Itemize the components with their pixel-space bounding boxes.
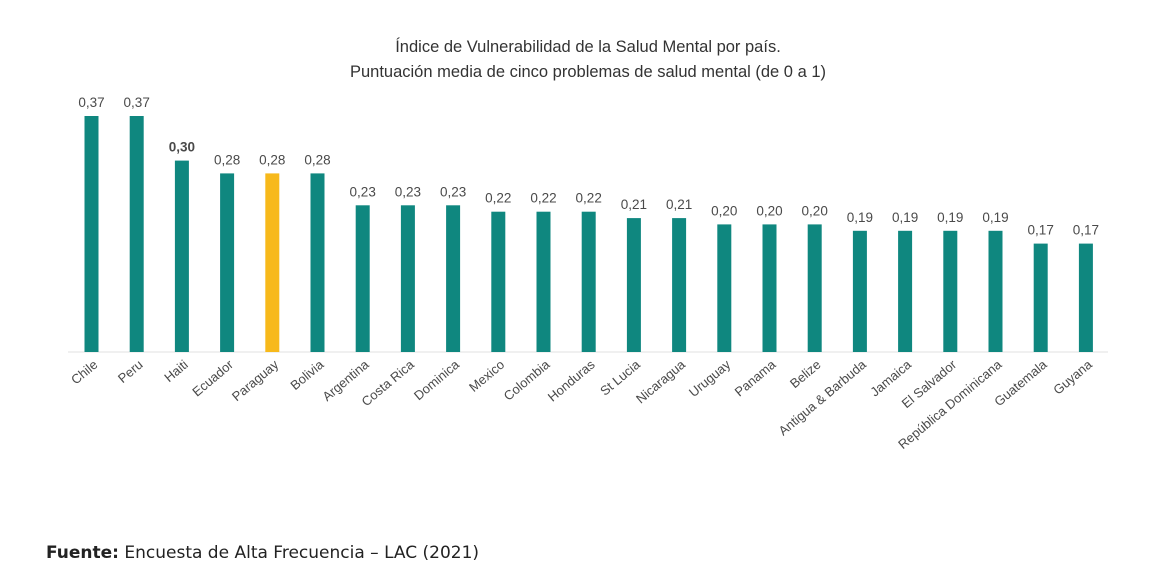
value-label-ecuador: 0,28 bbox=[214, 152, 240, 167]
value-label-guatemala: 0,17 bbox=[1028, 223, 1054, 238]
value-labels-group: 0,37 0,37 0,30 0,28 0,28 0,28 0,23 0,23 0,23 0,22… bbox=[78, 95, 1099, 238]
value-label-antigua-barbuda: 0,19 bbox=[847, 210, 873, 225]
chart-title: Índice de Vulnerabilidad de la Salud Men… bbox=[395, 37, 781, 56]
category-label-dominica: Dominica bbox=[411, 356, 463, 403]
bar-guatemala bbox=[1033, 243, 1048, 352]
bar-st-lucia bbox=[626, 218, 641, 352]
bar-colombia bbox=[536, 211, 551, 352]
category-label-colombia: Colombia bbox=[501, 356, 553, 403]
category-label-uruguay: Uruguay bbox=[686, 356, 734, 399]
category-label-belize: Belize bbox=[787, 357, 824, 391]
bar-mexico bbox=[491, 211, 506, 352]
value-label-argentina: 0,23 bbox=[350, 184, 376, 199]
category-label-nicaragua: Nicaragua bbox=[633, 356, 689, 406]
value-label-costa-rica: 0,23 bbox=[395, 184, 421, 199]
value-label-uruguay: 0,20 bbox=[711, 203, 737, 218]
category-label-panama: Panama bbox=[732, 356, 779, 399]
category-label-mexico: Mexico bbox=[466, 357, 507, 395]
value-label-jamaica: 0,19 bbox=[892, 210, 918, 225]
value-label-dominica: 0,23 bbox=[440, 184, 466, 199]
value-label-el-salvador: 0,19 bbox=[937, 210, 963, 225]
value-label-chile: 0,37 bbox=[78, 95, 104, 110]
source-text: Encuesta de Alta Frecuencia – LAC (2021) bbox=[118, 543, 480, 563]
bar-uruguay bbox=[717, 224, 732, 352]
bar-honduras bbox=[581, 211, 596, 352]
value-label-st-lucia: 0,21 bbox=[621, 197, 647, 212]
bar-haiti bbox=[174, 160, 189, 352]
value-label-republica-dominicana: 0,19 bbox=[982, 210, 1008, 225]
category-label-bolivia: Bolivia bbox=[287, 356, 327, 393]
source-note: Fuente: Encuesta de Alta Frecuencia – LA… bbox=[46, 543, 479, 563]
value-label-peru: 0,37 bbox=[124, 95, 150, 110]
value-label-panama: 0,20 bbox=[756, 203, 782, 218]
bar-ecuador bbox=[220, 173, 235, 352]
bar-panama bbox=[762, 224, 777, 352]
value-label-nicaragua: 0,21 bbox=[666, 197, 692, 212]
bar-belize bbox=[807, 224, 822, 352]
value-label-haiti: 0,30 bbox=[169, 140, 195, 155]
category-label-guyana: Guyana bbox=[1050, 356, 1095, 397]
bars-group bbox=[84, 116, 1093, 352]
value-label-honduras: 0,22 bbox=[576, 191, 602, 206]
value-label-guyana: 0,17 bbox=[1073, 223, 1099, 238]
bar-paraguay bbox=[265, 173, 280, 352]
value-label-paraguay: 0,28 bbox=[259, 152, 285, 167]
chart: Índice de Vulnerabilidad de la Salud Men… bbox=[68, 37, 1108, 452]
category-label-honduras: Honduras bbox=[545, 356, 598, 404]
bar-antigua-barbuda bbox=[852, 230, 867, 352]
source-label: Fuente: bbox=[46, 543, 119, 563]
value-label-bolivia: 0,28 bbox=[304, 152, 330, 167]
chart-subtitle: Puntuación media de cinco problemas de s… bbox=[350, 63, 826, 81]
bar-nicaragua bbox=[672, 218, 687, 352]
value-label-belize: 0,20 bbox=[802, 203, 828, 218]
bar-dominica bbox=[446, 205, 461, 352]
bar-peru bbox=[129, 116, 144, 352]
category-label-paraguay: Paraguay bbox=[229, 356, 282, 404]
bar-argentina bbox=[355, 205, 370, 352]
category-label-peru: Peru bbox=[115, 357, 146, 386]
bar-bolivia bbox=[310, 173, 325, 352]
category-label-haiti: Haiti bbox=[161, 357, 191, 385]
bar-republica-dominicana bbox=[988, 230, 1003, 352]
bar-jamaica bbox=[898, 230, 913, 352]
value-label-colombia: 0,22 bbox=[530, 191, 556, 206]
bar-chile bbox=[84, 116, 99, 352]
bar-el-salvador bbox=[943, 230, 958, 352]
bar-costa-rica bbox=[400, 205, 415, 352]
category-label-chile: Chile bbox=[68, 357, 100, 388]
bar-guyana bbox=[1078, 243, 1093, 352]
value-label-mexico: 0,22 bbox=[485, 191, 511, 206]
